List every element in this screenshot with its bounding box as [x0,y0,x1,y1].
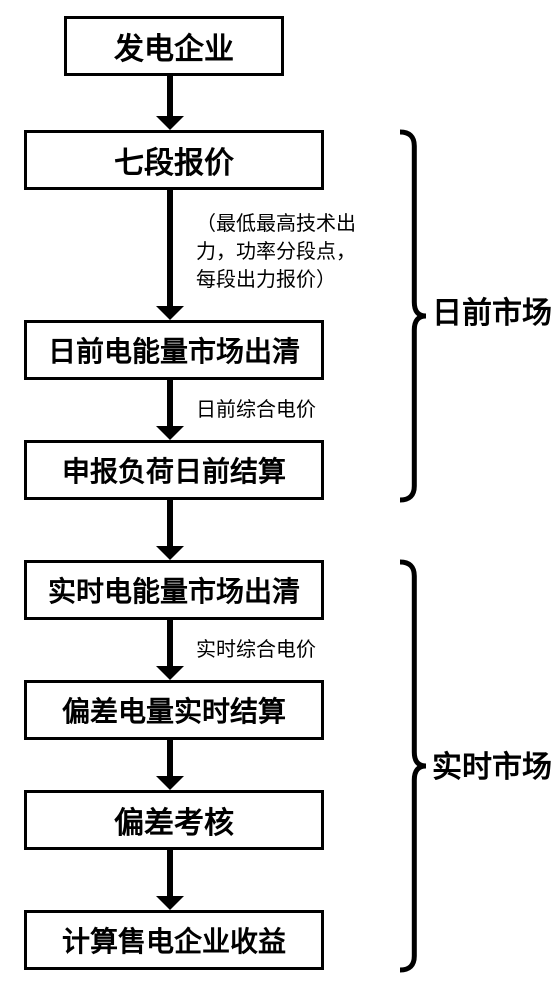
arrow-shaft [167,380,173,426]
arrow-head-icon [156,666,184,680]
arrow-head-icon [156,426,184,440]
diagram-canvas: 发电企业七段报价日前电能量市场出清申报负荷日前结算实时电能量市场出清偏差电量实时… [0,0,559,1000]
flow-box-b3: 日前电能量市场出清 [24,320,324,380]
bracket-path-icon [400,132,426,500]
annotation-n2: 日前综合电价 [196,398,366,422]
arrow-shaft [167,76,173,116]
arrow-shaft [167,190,173,306]
arrow-shaft [167,850,173,896]
flow-box-label: 申报负荷日前结算 [62,450,286,490]
flow-box-label: 七段报价 [114,138,234,182]
arrow-shaft [167,620,173,666]
flow-box-b4: 申报负荷日前结算 [24,440,324,500]
arrow-head-icon [156,306,184,320]
flow-box-label: 偏差电量实时结算 [62,690,286,730]
flow-box-b7: 偏差考核 [24,790,324,850]
flow-box-label: 日前电能量市场出清 [48,330,300,370]
arrow-head-icon [156,546,184,560]
flow-box-label: 发电企业 [114,24,234,68]
bracket-path-icon [400,562,426,970]
bracket-label-bk1: 日前市场 [432,288,552,332]
bracket-bk2 [400,557,436,975]
arrow-head-icon [156,896,184,910]
arrow-shaft [167,500,173,546]
arrow-shaft [167,740,173,776]
flow-box-b5: 实时电能量市场出清 [24,560,324,620]
annotation-n3: 实时综合电价 [196,638,366,662]
annotation-n1: （最低最高技术出 力，功率分段点， 每段出力报价） [196,210,386,294]
bracket-bk1 [400,127,436,505]
flow-box-b2: 七段报价 [24,130,324,190]
flow-box-label: 计算售电企业收益 [62,920,286,960]
arrow-head-icon [156,116,184,130]
flow-box-b1: 发电企业 [64,16,284,76]
flow-box-label: 偏差考核 [114,798,234,842]
arrow-head-icon [156,776,184,790]
flow-box-label: 实时电能量市场出清 [48,570,300,610]
bracket-label-bk2: 实时市场 [432,742,552,786]
flow-box-b8: 计算售电企业收益 [24,910,324,970]
flow-box-b6: 偏差电量实时结算 [24,680,324,740]
